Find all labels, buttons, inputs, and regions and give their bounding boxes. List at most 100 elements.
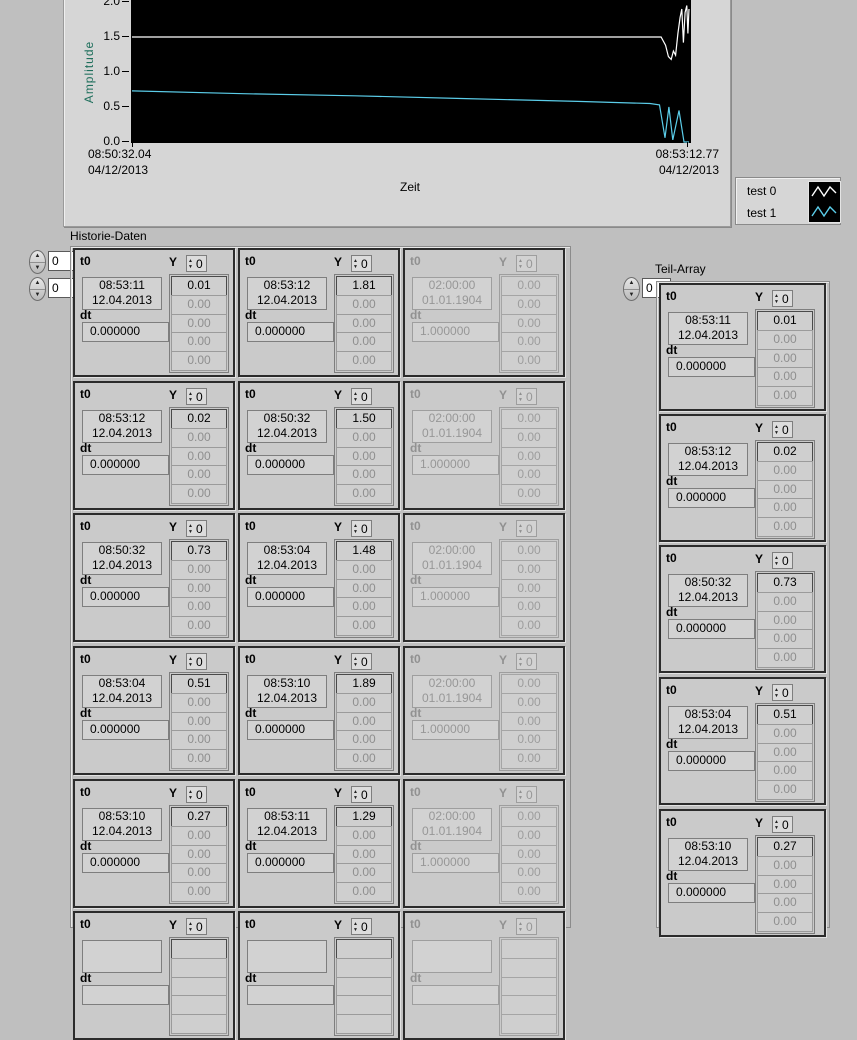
y-index-spinner[interactable]: ▲ ▼ 0 [186,520,207,537]
y-element-4[interactable]: 0.00 [336,882,392,902]
y-index-value[interactable]: 0 [360,389,368,404]
increment-icon[interactable]: ▲ [774,423,779,430]
y-element-0[interactable]: 1.48 [336,541,392,561]
dt-value[interactable] [82,985,169,1005]
y-element-4[interactable]: 0.00 [757,912,813,932]
t0-value[interactable]: 08:50:32 12.04.2013 [82,542,162,575]
decrement-icon[interactable]: ▼ [774,824,779,831]
increment-icon[interactable]: ▲ [188,257,193,264]
decrement-icon[interactable]: ▼ [353,794,358,801]
y-element-0[interactable]: 1.81 [336,276,392,296]
y-element-3[interactable]: 0.00 [757,498,813,519]
y-element-2[interactable]: 0.00 [757,348,813,369]
y-element-3[interactable]: 0.00 [336,730,392,751]
t0-value[interactable]: 08:53:12 12.04.2013 [82,410,162,443]
legend-item-test1[interactable]: test 1 [747,206,777,220]
index-spin-buttons[interactable]: ▲ ▼ [29,250,46,274]
y-element-3[interactable]: 0.00 [336,332,392,353]
y-element-0[interactable]: 0.27 [171,807,227,827]
decrement-icon[interactable]: ▼ [188,528,193,535]
decrement-icon[interactable]: ▼ [774,298,779,305]
dt-value[interactable]: 0.000000 [668,751,755,771]
dt-value[interactable]: 0.000000 [247,587,334,607]
y-element-0[interactable]: 0.02 [171,409,227,429]
increment-icon[interactable]: ▲ [188,522,193,529]
y-element-0[interactable]: 0.27 [757,837,813,857]
y-index-spin-buttons[interactable]: ▲ ▼ [774,424,779,436]
y-element-0[interactable] [336,939,392,959]
decrement-icon[interactable]: ▼ [30,288,45,301]
y-element-0[interactable]: 0.73 [171,541,227,561]
y-index-value[interactable]: 0 [360,256,368,271]
y-index-spinner[interactable]: ▲ ▼ 0 [351,388,372,405]
decrement-icon[interactable]: ▼ [188,396,193,403]
y-element-3[interactable]: 0.00 [171,863,227,884]
y-index-spin-buttons[interactable]: ▲ ▼ [353,789,358,801]
y-element-4[interactable]: 0.00 [336,616,392,636]
y-element-2[interactable]: 0.00 [336,446,392,467]
dt-value[interactable]: 0.000000 [82,322,169,342]
y-index-value[interactable]: 0 [781,817,789,832]
y-element-1[interactable]: 0.00 [171,427,227,448]
t0-value[interactable]: 08:53:11 12.04.2013 [247,808,327,841]
y-element-0[interactable]: 0.51 [757,705,813,725]
increment-icon[interactable]: ▲ [353,788,358,795]
y-index-spinner[interactable]: ▲ ▼ 0 [772,290,793,307]
y-index-spin-buttons[interactable]: ▲ ▼ [774,293,779,305]
t0-value[interactable]: 08:50:32 12.04.2013 [247,410,327,443]
decrement-icon[interactable]: ▼ [188,794,193,801]
dt-value[interactable]: 0.000000 [247,853,334,873]
decrement-icon[interactable]: ▼ [624,288,639,301]
y-element-3[interactable]: 0.00 [336,597,392,618]
increment-icon[interactable]: ▲ [188,788,193,795]
y-index-spinner[interactable]: ▲ ▼ 0 [772,816,793,833]
y-index-value[interactable]: 0 [781,291,789,306]
y-element-1[interactable] [171,957,227,978]
y-element-3[interactable]: 0.00 [171,597,227,618]
y-index-spinner[interactable]: ▲ ▼ 0 [186,653,207,670]
increment-icon[interactable]: ▲ [774,554,779,561]
y-index-spinner[interactable]: ▲ ▼ 0 [351,653,372,670]
y-index-spin-buttons[interactable]: ▲ ▼ [353,656,358,668]
dt-value[interactable]: 0.000000 [668,883,755,903]
t0-value[interactable]: 08:53:10 12.04.2013 [247,675,327,708]
index-value[interactable]: 0 [48,278,77,298]
increment-icon[interactable]: ▲ [628,280,635,286]
y-element-1[interactable]: 0.00 [336,294,392,315]
y-element-4[interactable]: 0.00 [757,386,813,406]
y-element-3[interactable]: 0.00 [171,332,227,353]
y-element-1[interactable]: 0.00 [171,825,227,846]
y-index-spinner[interactable]: ▲ ▼ 0 [772,552,793,569]
y-element-4[interactable]: 0.00 [171,616,227,636]
y-element-2[interactable]: 0.00 [336,711,392,732]
t0-value[interactable] [82,940,162,973]
y-index-value[interactable]: 0 [195,787,203,802]
legend-plot-sample[interactable] [808,181,841,223]
y-element-2[interactable] [336,976,392,997]
t0-value[interactable]: 08:53:04 12.04.2013 [82,675,162,708]
y-index-spinner[interactable]: ▲ ▼ 0 [186,388,207,405]
dt-value[interactable]: 0.000000 [82,587,169,607]
y-index-spin-buttons[interactable]: ▲ ▼ [353,258,358,270]
y-index-value[interactable]: 0 [195,919,203,934]
decrement-icon[interactable]: ▼ [353,661,358,668]
y-index-spin-buttons[interactable]: ▲ ▼ [188,523,193,535]
y-index-value[interactable]: 0 [781,685,789,700]
y-index-spinner[interactable]: ▲ ▼ 0 [186,255,207,272]
y-index-spin-buttons[interactable]: ▲ ▼ [774,687,779,699]
y-element-1[interactable] [336,957,392,978]
y-element-2[interactable]: 0.00 [171,844,227,865]
increment-icon[interactable]: ▲ [353,257,358,264]
t0-value[interactable]: 08:53:10 12.04.2013 [82,808,162,841]
y-index-spin-buttons[interactable]: ▲ ▼ [774,819,779,831]
y-index-spinner[interactable]: ▲ ▼ 0 [772,421,793,438]
y-element-1[interactable]: 0.00 [757,855,813,876]
dt-value[interactable] [247,985,334,1005]
dt-value[interactable]: 0.000000 [668,488,755,508]
y-index-value[interactable]: 0 [360,521,368,536]
y-element-1[interactable]: 0.00 [171,559,227,580]
decrement-icon[interactable]: ▼ [353,263,358,270]
decrement-icon[interactable]: ▼ [353,528,358,535]
plot-legend[interactable]: test 0 test 1 [735,177,841,225]
y-element-4[interactable]: 0.00 [757,648,813,668]
